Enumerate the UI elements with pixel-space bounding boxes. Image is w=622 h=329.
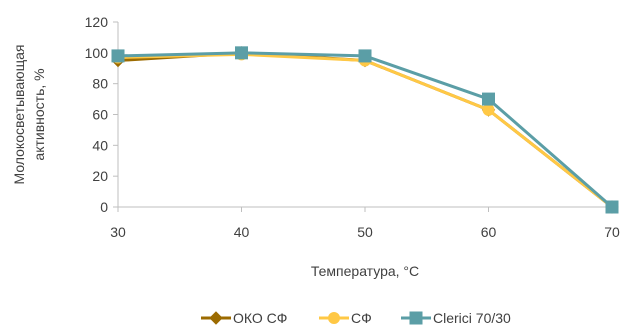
series-line	[117, 51, 613, 209]
y-tick-label: 60	[92, 107, 108, 123]
x-tick-label: 50	[357, 224, 373, 240]
y-tick-label: 120	[85, 14, 109, 30]
legend-label: СФ	[351, 310, 372, 326]
y-axis-title-line-2: активность, %	[31, 68, 47, 160]
legend-marker	[209, 311, 223, 325]
y-tick-label: 40	[92, 137, 108, 153]
y-tick-label: 100	[85, 45, 109, 61]
y-tick-label: 80	[92, 76, 108, 92]
y-tick-label: 20	[92, 168, 108, 184]
legend-item: ОКО СФ	[201, 310, 287, 326]
series-line	[117, 52, 613, 209]
legend-marker	[328, 312, 340, 324]
legend-item: СФ	[319, 310, 372, 326]
series-2	[111, 46, 619, 214]
data-point	[235, 46, 248, 60]
series-1	[112, 48, 618, 213]
x-tick-label: 40	[234, 224, 250, 240]
series-0	[111, 46, 619, 214]
legend-item: Clerici 70/30	[401, 310, 511, 326]
y-tick-label: 0	[100, 199, 108, 215]
series-group	[111, 46, 619, 214]
legend: ОКО СФ СФ Clerici 70/30	[201, 310, 511, 326]
legend-label: Clerici 70/30	[433, 310, 511, 326]
series-line	[117, 51, 613, 209]
x-tick-label: 70	[604, 224, 620, 240]
y-axis-title-line-1: Молокосветывающая	[11, 44, 27, 184]
data-point	[482, 103, 495, 116]
data-point	[111, 49, 125, 63]
legend-marker	[409, 311, 423, 325]
x-tick-label: 30	[110, 224, 126, 240]
y-tick-labels: 0 20 40 60 80 100 120	[85, 14, 118, 215]
x-tick-labels: 30 40 50 60 70	[110, 207, 620, 240]
data-point	[605, 200, 619, 214]
x-axis-title: Температура, °C	[311, 263, 419, 279]
data-point	[358, 49, 372, 63]
legend-label: ОКО СФ	[233, 310, 287, 326]
data-point	[482, 92, 495, 106]
x-tick-label: 60	[481, 224, 497, 240]
